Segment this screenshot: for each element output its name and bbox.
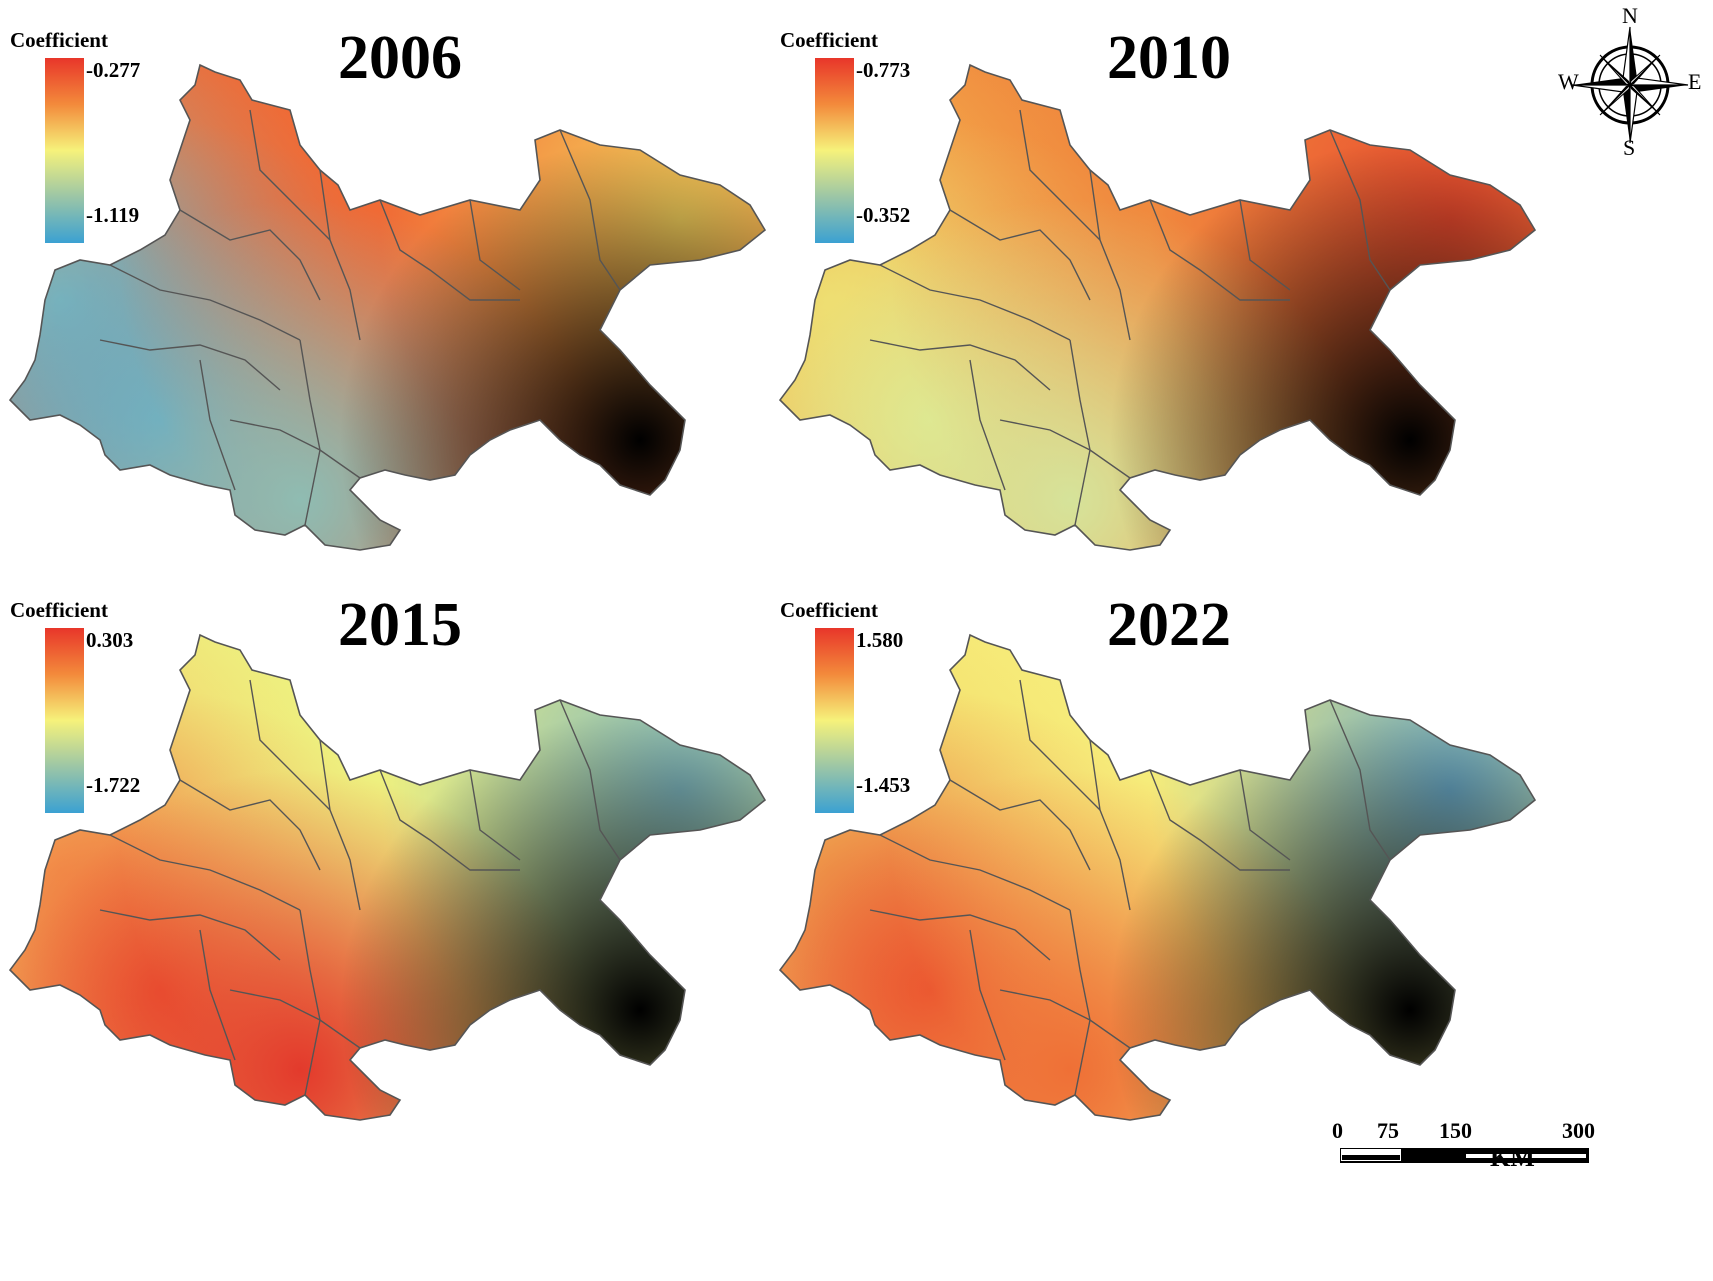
legend-max-value: -0.773	[856, 58, 911, 82]
legend-title: Coefficient	[780, 598, 878, 622]
compass-west-label: W	[1558, 69, 1579, 94]
legend-title: Coefficient	[780, 28, 878, 52]
legend-max-value: 0.303	[86, 628, 134, 652]
legend-color-ramp	[45, 628, 84, 813]
legend-max-value: 1.580	[856, 628, 904, 652]
legend-max-value: -0.277	[86, 58, 141, 82]
scale-tick-75: 75	[1377, 1118, 1399, 1143]
coefficient-surface-map	[779, 64, 1536, 551]
scale-tick-150: 150	[1439, 1118, 1472, 1143]
legend-color-ramp	[815, 58, 854, 243]
legend-min-value: -1.119	[86, 203, 140, 227]
scale-tick-300: 300	[1562, 1118, 1595, 1143]
scale-bar: 0 75 150 300 KM	[1332, 1118, 1710, 1280]
legend-title: Coefficient	[10, 598, 108, 622]
legend-min-value: -1.722	[86, 773, 141, 797]
map-panel-2: 2015 Coefficient 0.303 -1.722	[0, 570, 856, 1210]
coefficient-surface-map	[9, 634, 766, 1121]
compass-rose-icon	[1571, 26, 1689, 144]
coefficient-surface-map	[9, 64, 766, 551]
panel-year-title: 2015	[338, 591, 462, 659]
legend-min-value: -0.352	[856, 203, 911, 227]
compass-east-label: E	[1688, 69, 1702, 94]
legend-color-ramp	[45, 58, 84, 243]
coefficient-surface-map	[779, 634, 1536, 1121]
compass-south-label: S	[1623, 135, 1636, 160]
map-panel-3: 2022 Coefficient 1.580 -1.453	[770, 570, 1626, 1210]
map-panel-0: 2006 Coefficient -0.277 -1.119	[0, 0, 856, 640]
legend-title: Coefficient	[10, 28, 108, 52]
compass-north-label: N	[1622, 3, 1638, 28]
map-panel-1: 2010 Coefficient -0.773 -0.352	[770, 0, 1626, 640]
legend-min-value: -1.453	[856, 773, 911, 797]
scale-unit-label: KM	[1490, 1143, 1535, 1172]
scale-bar-graphic	[1340, 1148, 1589, 1163]
legend-color-ramp	[815, 628, 854, 813]
panel-year-title: 2006	[338, 24, 462, 92]
panel-year-title: 2022	[1107, 591, 1231, 659]
panel-year-title: 2010	[1107, 24, 1231, 92]
north-arrow: N W E S	[1555, 5, 1705, 165]
scale-tick-0: 0	[1332, 1118, 1343, 1143]
